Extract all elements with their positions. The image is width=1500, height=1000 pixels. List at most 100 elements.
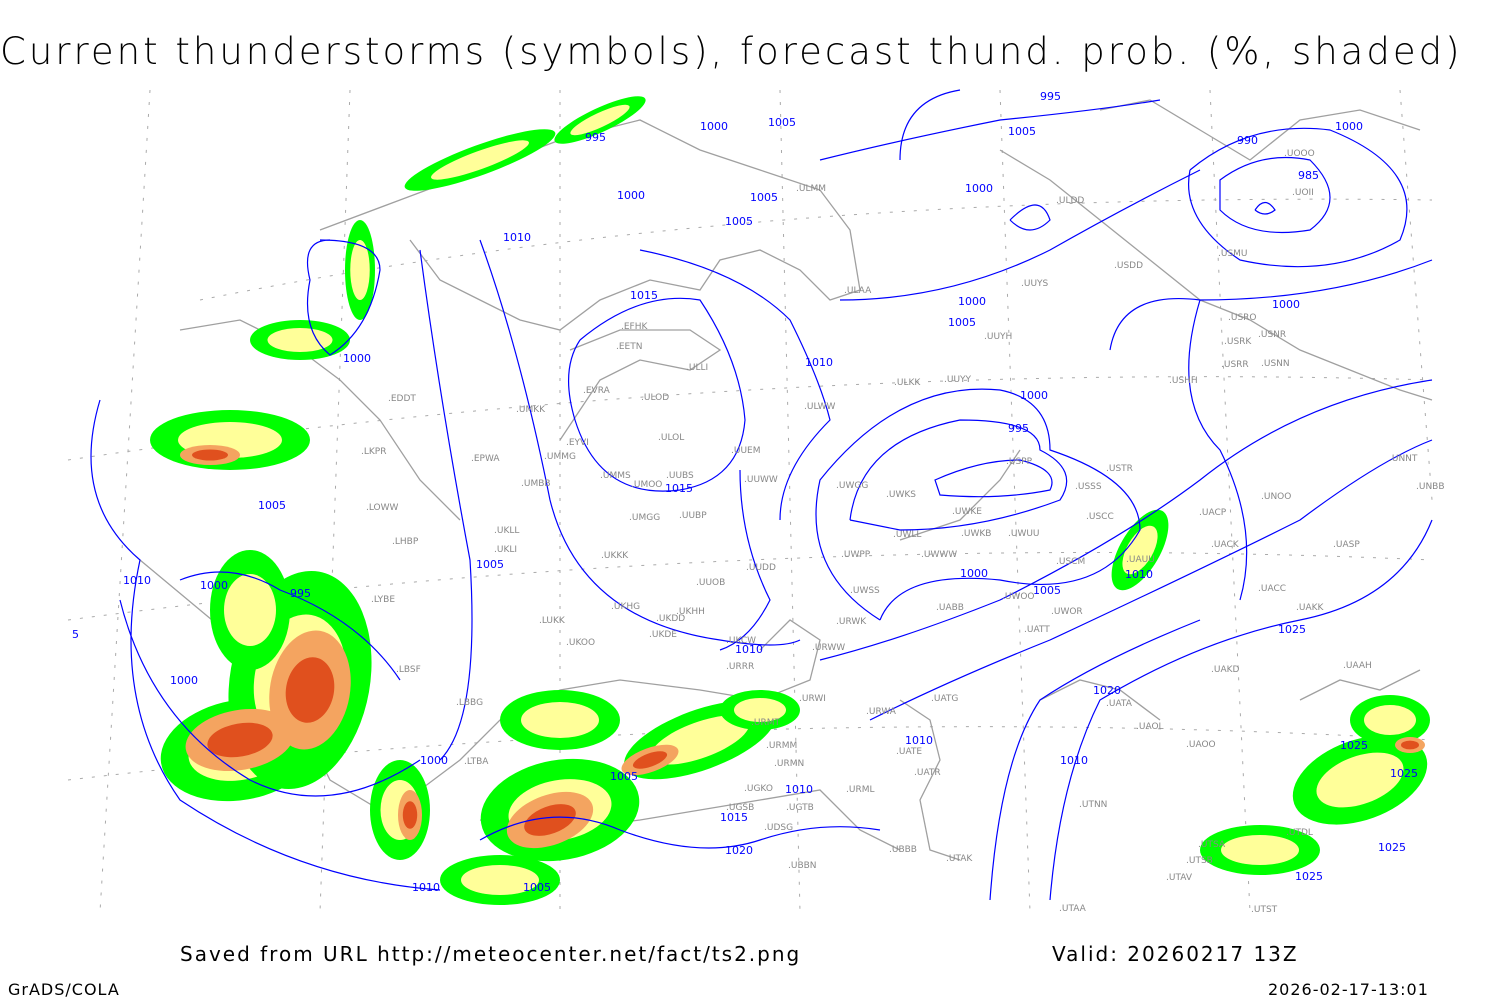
station-label: .ULDD xyxy=(1056,196,1084,206)
station-label: .LTBA xyxy=(464,757,489,767)
station-label: .UDSG xyxy=(764,823,793,833)
coastline xyxy=(1039,679,1161,721)
isobar-label: 1020 xyxy=(1093,684,1121,697)
station-label: .UATG xyxy=(931,694,958,704)
station-label: .ULKK xyxy=(894,378,921,388)
station-label: .UKHH xyxy=(676,607,705,617)
isobar-label: 1000 xyxy=(1020,389,1048,402)
station-label: .UWGG xyxy=(836,481,868,491)
station-label: .UNBB xyxy=(1416,482,1445,492)
station-label: .ULOL xyxy=(658,433,684,443)
station-label: .UACC xyxy=(1258,584,1286,594)
isobar-line xyxy=(989,619,1201,901)
station-label: .ULLI xyxy=(686,363,708,373)
isobar-line xyxy=(639,249,831,521)
isobar-label: 1000 xyxy=(1272,298,1300,311)
meridian-line xyxy=(779,89,801,913)
isobar-line xyxy=(1109,259,1433,351)
probability-area xyxy=(1316,752,1404,808)
station-label: .UKDD xyxy=(656,614,685,624)
station-label: .UNNT xyxy=(1389,454,1418,464)
station-label: .UTST xyxy=(1251,905,1278,915)
station-label: .UATR xyxy=(914,768,941,778)
station-label: .UWUU xyxy=(1008,529,1040,539)
isobar-line xyxy=(1254,201,1276,215)
isobar-line xyxy=(1049,519,1433,901)
station-label: .UWWW xyxy=(921,550,957,560)
station-label: .ULMM xyxy=(796,184,826,194)
station-label: .UACP xyxy=(1199,508,1227,518)
isobar-label: 1005 xyxy=(725,215,753,228)
station-label: .UUEM xyxy=(731,446,761,456)
station-label: .UTAV xyxy=(1166,873,1193,883)
meridian-line xyxy=(99,89,151,913)
station-label: .UBBB xyxy=(889,845,917,855)
station-label: .LKPR xyxy=(361,447,386,457)
isobar-label: 1010 xyxy=(735,643,763,656)
isobar-label: 1000 xyxy=(617,189,645,202)
render-timestamp: 2026-02-17-13:01 xyxy=(1268,980,1429,999)
station-label: .UTDL xyxy=(1286,828,1313,838)
isobar-label: 1010 xyxy=(123,574,151,587)
isobar-label: 1025 xyxy=(1340,739,1368,752)
station-label: .UMMG xyxy=(544,452,576,462)
station-label: .UATA xyxy=(1106,699,1133,709)
station-label: .ULOD xyxy=(641,393,669,403)
station-label: .EVRA xyxy=(583,386,611,396)
station-label: .UWPP xyxy=(841,550,871,560)
isobar-label: 1000 xyxy=(420,754,448,767)
isobar-label: 1000 xyxy=(958,295,986,308)
isobar-line xyxy=(90,399,441,891)
station-label: .USNN xyxy=(1261,359,1290,369)
probability-area xyxy=(1401,740,1419,750)
coastline xyxy=(179,319,461,521)
station-label: .UUOB xyxy=(696,578,725,588)
station-label: .UKOO xyxy=(566,638,595,648)
station-label: .UAOL xyxy=(1136,722,1164,732)
isobar-label: 1025 xyxy=(1390,767,1418,780)
isobar-line xyxy=(934,459,1053,498)
meridian-line xyxy=(1399,89,1433,501)
probability-area xyxy=(524,804,576,836)
station-label: .UKLL xyxy=(494,526,519,536)
probability-area xyxy=(431,140,529,180)
station-label: .ULWW xyxy=(804,402,836,412)
isobar-line xyxy=(179,571,401,681)
station-label: .EYVI xyxy=(566,438,589,448)
station-label: .USSS xyxy=(1075,482,1102,492)
isobar-label: 990 xyxy=(1237,134,1258,147)
isobar-label: 1010 xyxy=(503,231,531,244)
station-label: .UTAK xyxy=(946,854,973,864)
meridian-line xyxy=(319,89,351,913)
isobar-label: 1005 xyxy=(476,558,504,571)
station-label: .UABB xyxy=(936,603,964,613)
source-url-text: Saved from URL http://meteocenter.net/fa… xyxy=(180,942,802,966)
station-label: .UAKD xyxy=(1211,665,1240,675)
station-label: .UATE xyxy=(896,747,922,757)
station-label: .UTSB xyxy=(1186,856,1213,866)
isobar-label: 1020 xyxy=(725,844,753,857)
probability-area xyxy=(461,865,539,895)
isobar-line xyxy=(1188,127,1408,268)
isobar-label: 1005 xyxy=(948,316,976,329)
station-label: .UAUU xyxy=(1126,555,1155,565)
isobar-label: 1005 xyxy=(1033,584,1061,597)
station-label: .UKDE xyxy=(649,630,677,640)
probability-area xyxy=(1122,525,1158,575)
probability-area xyxy=(521,702,599,738)
station-label: .UGSB xyxy=(726,803,754,813)
isobar-line xyxy=(719,469,771,651)
probability-area xyxy=(632,751,668,769)
station-label: .UACK xyxy=(1211,540,1240,550)
station-label: .UAOO xyxy=(1186,740,1216,750)
station-label: .USDD xyxy=(1114,261,1143,271)
station-label: .UOII xyxy=(1292,188,1314,198)
station-label: .UKHG xyxy=(611,602,640,612)
station-label: .UOOO xyxy=(1284,149,1315,159)
isobar-line xyxy=(306,239,381,356)
isobar-line xyxy=(819,379,1433,661)
probability-area xyxy=(285,657,335,723)
station-label: .USHH xyxy=(1169,376,1198,386)
isobar-line xyxy=(819,99,1161,161)
station-label: .EFHK xyxy=(621,322,648,332)
